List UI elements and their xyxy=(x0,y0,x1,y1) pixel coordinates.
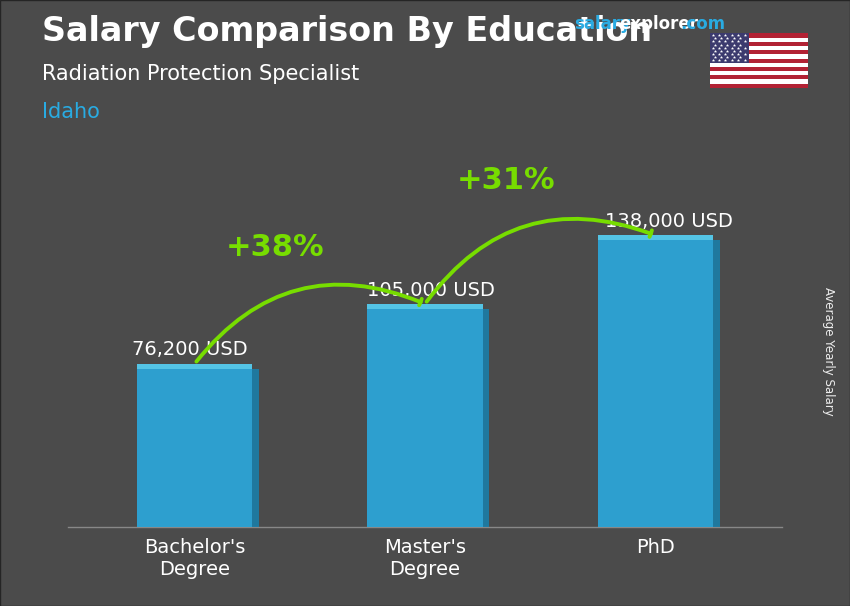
Text: Average Yearly Salary: Average Yearly Salary xyxy=(822,287,836,416)
Bar xyxy=(483,309,490,527)
Text: .com: .com xyxy=(680,15,725,33)
Text: +38%: +38% xyxy=(226,233,325,262)
Bar xyxy=(137,364,252,369)
Bar xyxy=(710,59,808,62)
Bar xyxy=(710,75,808,79)
Text: Idaho: Idaho xyxy=(42,102,100,122)
Bar xyxy=(710,33,749,62)
Text: explorer: explorer xyxy=(619,15,698,33)
Bar xyxy=(710,84,808,88)
Bar xyxy=(710,33,808,38)
Bar xyxy=(713,241,720,527)
Bar xyxy=(252,369,259,527)
Bar xyxy=(710,71,808,75)
Text: Radiation Protection Specialist: Radiation Protection Specialist xyxy=(42,64,360,84)
Bar xyxy=(367,304,483,309)
Text: +31%: +31% xyxy=(456,167,555,196)
Bar xyxy=(367,309,483,527)
Bar xyxy=(710,42,808,46)
Bar xyxy=(710,46,808,50)
Bar xyxy=(137,369,252,527)
Bar xyxy=(710,55,808,59)
Bar xyxy=(598,241,713,527)
Text: 76,200 USD: 76,200 USD xyxy=(133,341,248,359)
Text: Salary Comparison By Education: Salary Comparison By Education xyxy=(42,15,653,48)
Bar xyxy=(710,79,808,84)
Bar xyxy=(710,62,808,67)
Text: 105,000 USD: 105,000 USD xyxy=(367,281,496,299)
Bar xyxy=(710,67,808,71)
Bar xyxy=(710,50,808,55)
Bar xyxy=(710,38,808,42)
Text: 138,000 USD: 138,000 USD xyxy=(604,212,733,231)
Text: salary: salary xyxy=(574,15,631,33)
Bar xyxy=(598,235,713,241)
